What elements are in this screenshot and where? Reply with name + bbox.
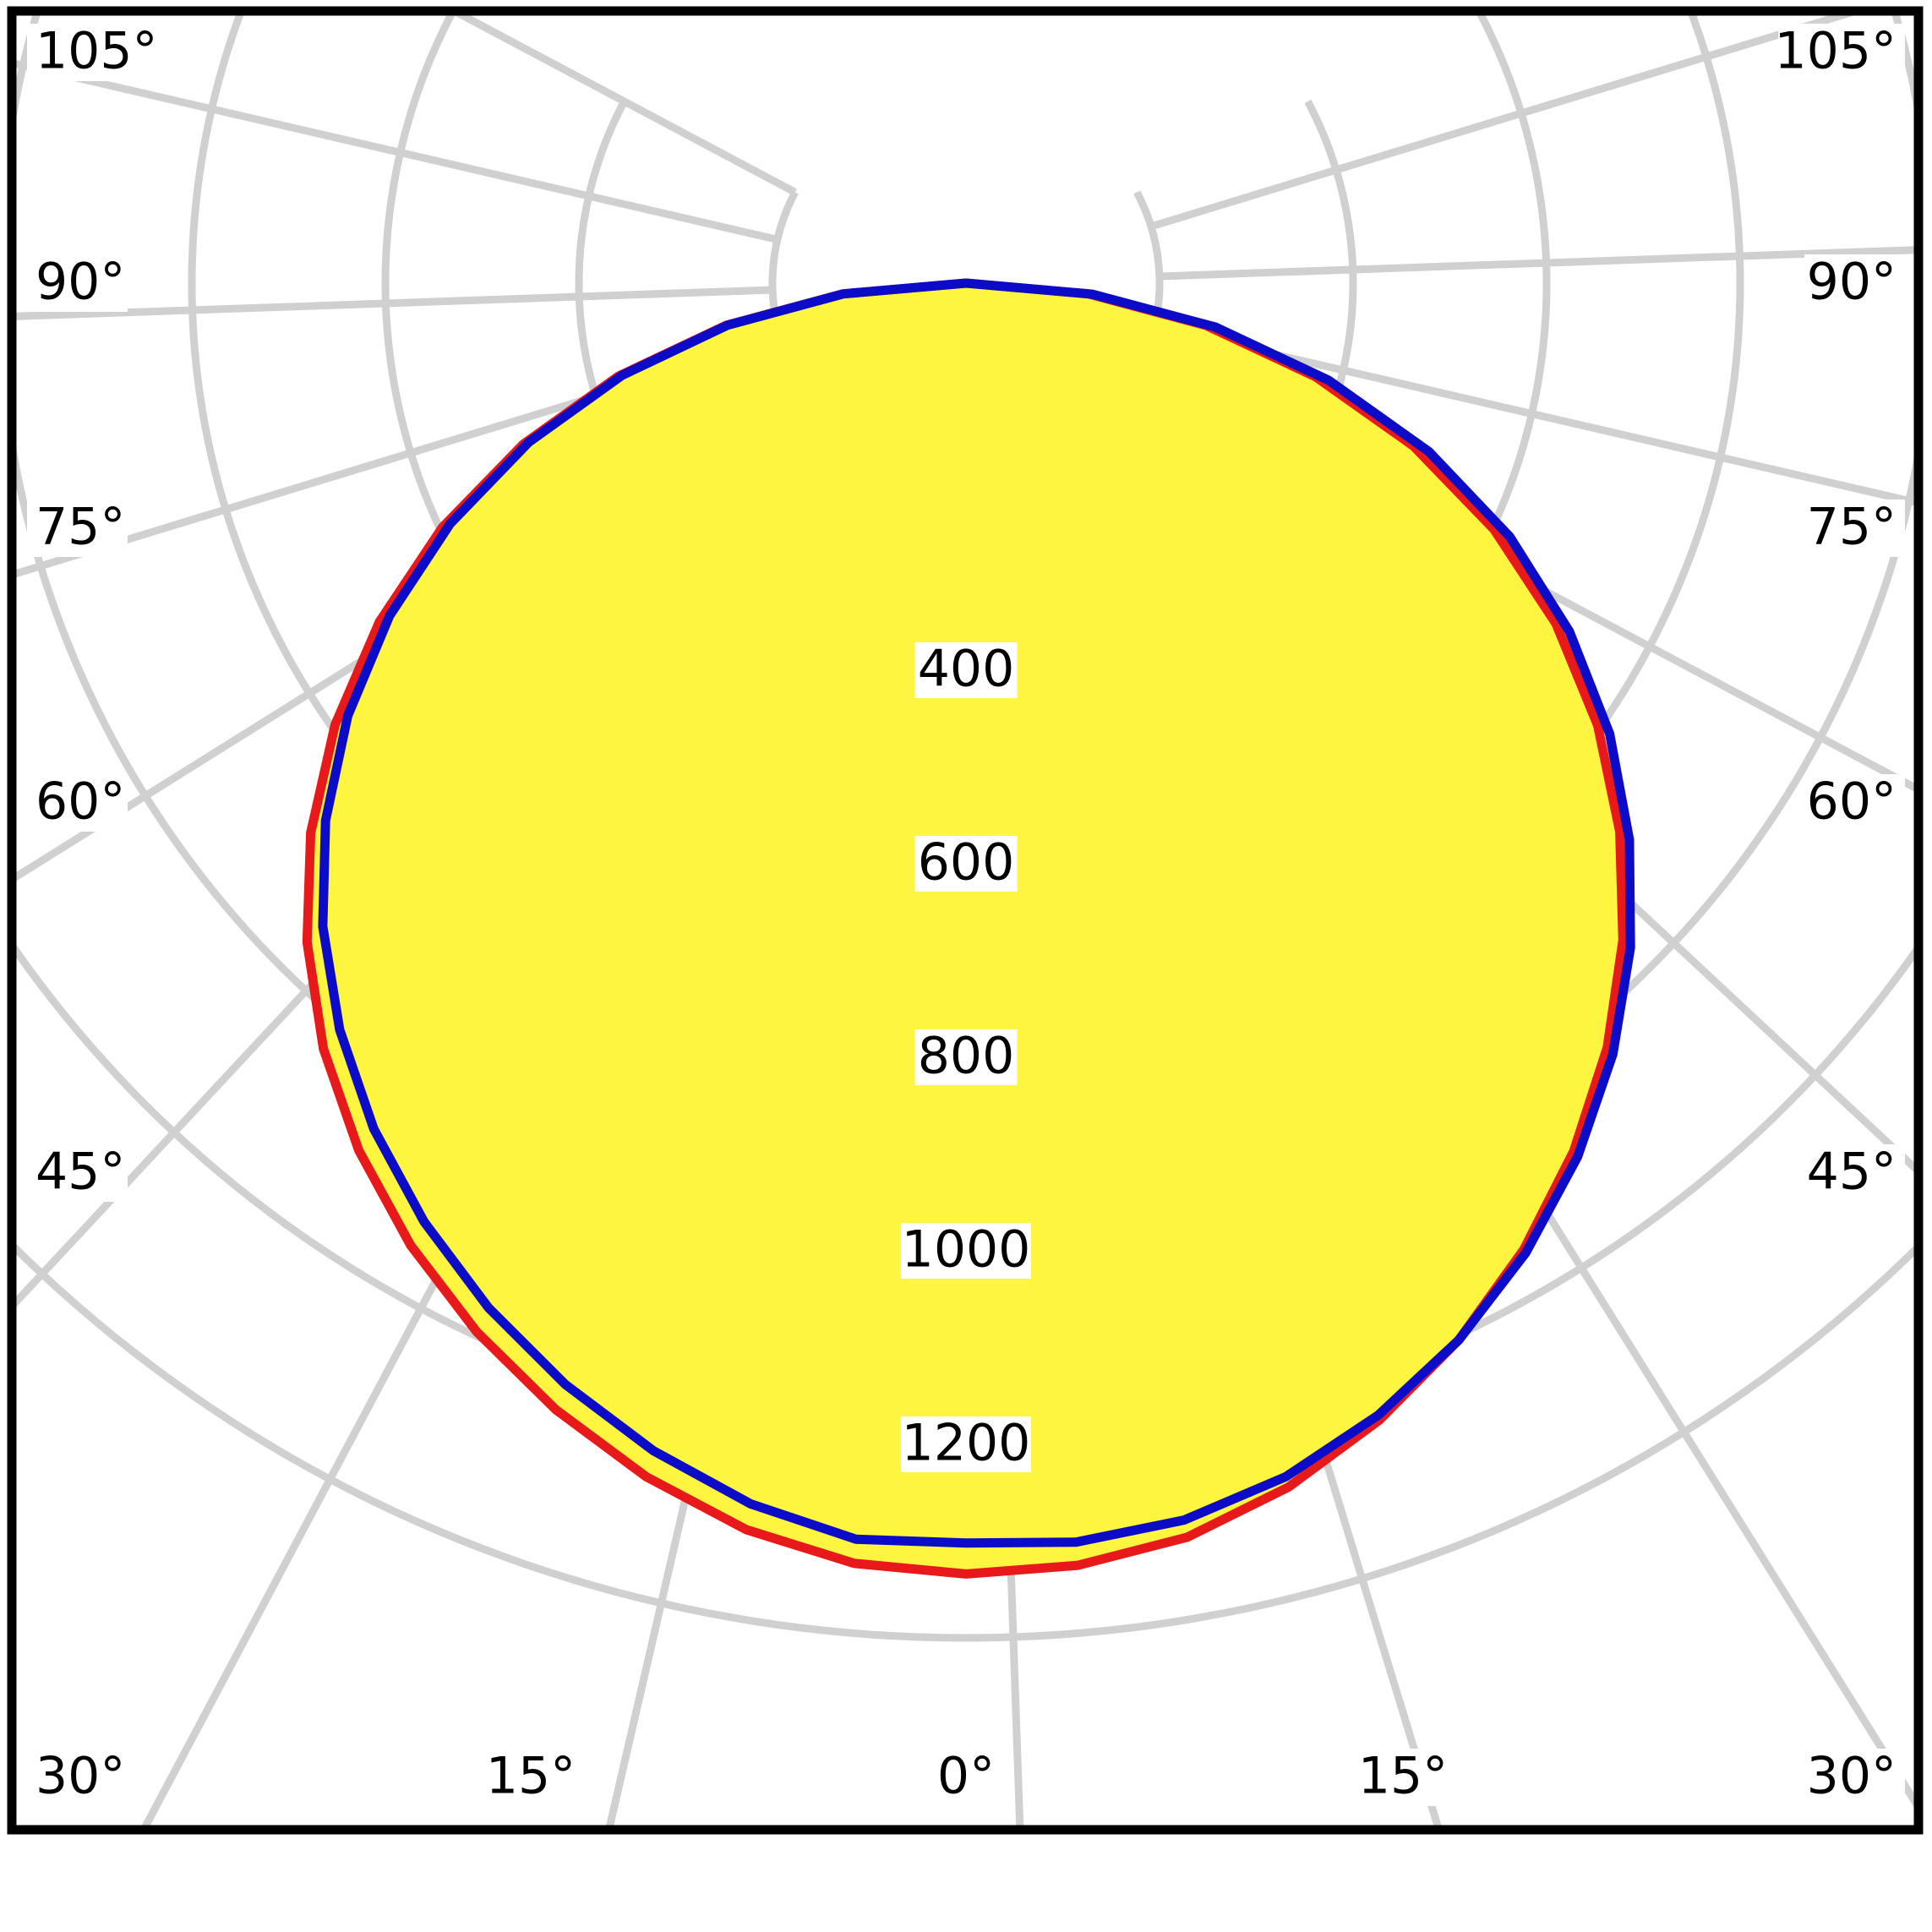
angle-label-right-75: 75° xyxy=(1807,498,1897,557)
radial-label-halo xyxy=(914,642,1018,698)
angle-label-bottom-2-0: 0° xyxy=(937,1747,995,1806)
angle-label-halo xyxy=(27,24,154,81)
radial-label-halo xyxy=(914,836,1018,892)
distribution-fill xyxy=(307,283,1624,1575)
grid-spoke--103 xyxy=(12,58,778,243)
angle-label-halo xyxy=(27,774,128,832)
radial-label-halo xyxy=(901,1416,1031,1472)
angle-label-bottom-1--15: 15° xyxy=(486,1747,576,1806)
radial-label-halo xyxy=(901,1223,1031,1279)
grid-spoke-92 xyxy=(1159,246,1918,281)
curve-c0-c180 xyxy=(302,278,1628,1579)
angle-label-halo xyxy=(27,499,128,557)
angle-label-left-75: 75° xyxy=(35,498,125,557)
radial-tick-label-1000: 1000 xyxy=(902,1220,1031,1280)
grid-spoke--73 xyxy=(12,336,783,579)
grid-spoke-62 xyxy=(1135,370,1918,794)
radial-tick-label-800: 800 xyxy=(918,1027,1015,1086)
grid-spoke-107 xyxy=(1149,11,1869,231)
radial-tick-label-600: 600 xyxy=(918,833,1015,892)
angle-label-right-45: 45° xyxy=(1807,1143,1897,1202)
angle-label-halo xyxy=(480,1749,581,1806)
angle-label-halo xyxy=(1804,1144,1905,1202)
angle-label-halo xyxy=(27,1144,128,1202)
grid-spoke--88 xyxy=(12,286,773,320)
angle-label-right-60: 60° xyxy=(1807,772,1897,832)
radial-tick-labels: 400 600 800 1000 1200 xyxy=(901,640,1031,1473)
angle-label-halo xyxy=(1804,774,1905,832)
plot-border xyxy=(7,6,1924,1835)
light-distribution-fill xyxy=(307,283,1624,1575)
radial-tick-label-1200: 1200 xyxy=(902,1414,1031,1473)
angle-label-halo xyxy=(1804,499,1905,557)
angle-label-halo xyxy=(1804,254,1905,312)
angle-label-halo xyxy=(27,1749,128,1806)
distribution-curves xyxy=(302,278,1635,1579)
angle-label-halo xyxy=(929,1749,1003,1806)
angle-label-left-90: 90° xyxy=(35,253,125,312)
radial-label-halo xyxy=(914,1029,1018,1085)
angular-tick-labels: 105° 90° 75° 60° 45° 30° 105° 90° 75° 60° 45° 30° 15… xyxy=(27,22,1905,1806)
angle-label-left-30: 30° xyxy=(35,1747,125,1806)
angle-label-bottom-3-15: 15° xyxy=(1358,1747,1448,1806)
angle-label-halo xyxy=(1352,1749,1454,1806)
radial-tick-label-400: 400 xyxy=(918,640,1015,699)
angle-label-left-60: 60° xyxy=(35,772,125,832)
angle-label-left-105: 105° xyxy=(35,22,158,81)
grid-arc-1400 xyxy=(12,1239,1918,1642)
angle-label-left-45: 45° xyxy=(35,1143,125,1202)
angle-label-halo xyxy=(1778,24,1905,81)
angle-label-halo xyxy=(27,254,128,312)
grid-spoke-77 xyxy=(1154,323,1918,507)
angle-label-right-105: 105° xyxy=(1774,22,1897,81)
angle-label-halo xyxy=(1804,1749,1905,1806)
angle-label-right-90: 90° xyxy=(1807,253,1897,312)
curve-c90-c270 xyxy=(318,278,1635,1548)
angle-label-right-30: 30° xyxy=(1807,1747,1897,1806)
